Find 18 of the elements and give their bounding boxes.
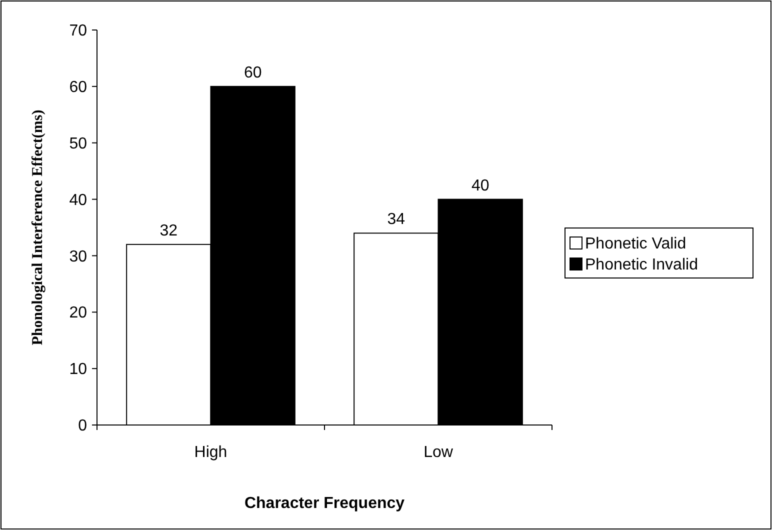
y-tick-label: 30: [69, 248, 88, 266]
legend-label: Phonetic Valid: [585, 236, 686, 253]
data-label: 32: [160, 222, 178, 240]
y-tick-label: 50: [69, 135, 88, 152]
y-tick-label: 60: [69, 79, 88, 96]
x-tick-label: Low: [424, 444, 454, 461]
x-axis-title: Character Frequency: [244, 495, 405, 512]
y-tick-label: 20: [69, 304, 88, 322]
y-tick-label: 40: [69, 192, 88, 209]
y-tick-label: 70: [69, 22, 88, 40]
y-axis-title: Phonological Interference Effect(ms): [30, 110, 46, 346]
legend-label: Phonetic Invalid: [585, 256, 698, 274]
data-label: 60: [244, 64, 262, 82]
data-label: 34: [387, 211, 406, 228]
x-tick-label: High: [194, 444, 228, 461]
y-tick-label: 0: [78, 418, 88, 435]
y-tick-label: 10: [69, 361, 88, 378]
data-label: 40: [471, 177, 490, 194]
